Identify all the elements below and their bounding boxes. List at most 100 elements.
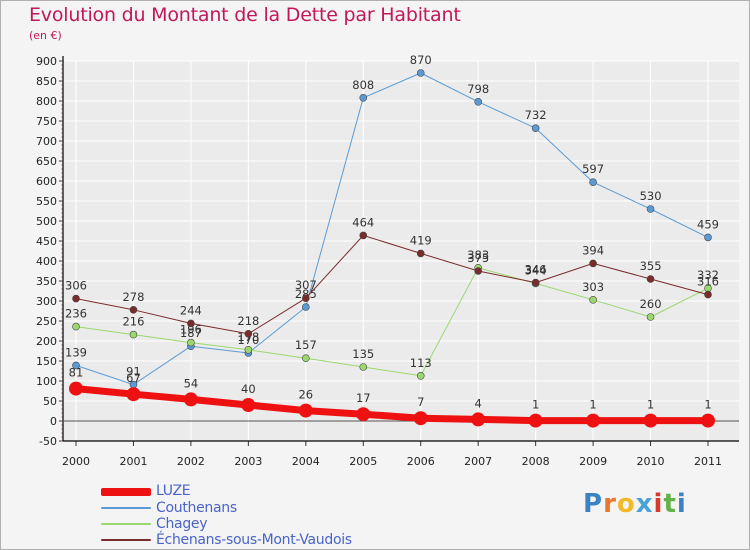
logo-letter: i (653, 489, 664, 519)
data-point-chagey (72, 322, 80, 331)
chart-title: Evolution du Montant de la Dette par Hab… (29, 4, 461, 26)
series-line-chenans-sous-mont-vaudois (75, 234, 709, 335)
data-point-chenans-sous-mont-vaudois (589, 259, 597, 268)
data-point-chagey (359, 363, 368, 371)
data-label-couthenans: 91 (126, 365, 141, 379)
data-point-luze (298, 403, 313, 418)
x-tick-label: 2000 (62, 455, 90, 468)
proxiti-logo: Proxiti (583, 489, 687, 519)
data-label-chenans-sous-mont-vaudois: 306 (65, 279, 87, 293)
y-tick-label: 550 (36, 195, 57, 208)
data-label-luze: 4 (475, 396, 482, 410)
y-tick-label: 750 (36, 115, 57, 128)
data-label-luze: 1 (589, 398, 596, 412)
data-label-chagey: 236 (65, 307, 87, 321)
data-point-couthenans (646, 205, 655, 213)
data-label-couthenans: 285 (295, 287, 317, 301)
legend-swatch-luze (101, 488, 151, 496)
data-label-luze: 1 (704, 398, 711, 412)
legend-swatch-couthenans (101, 507, 151, 509)
y-tick-label: -50 (39, 435, 57, 448)
x-tick-label: 2003 (234, 455, 262, 468)
data-label-chagey: 303 (582, 280, 604, 294)
data-label-luze: 67 (126, 371, 141, 385)
data-point-couthenans (531, 124, 540, 132)
data-label-luze: 26 (298, 388, 313, 402)
y-tick-label: 0 (50, 415, 57, 428)
data-label-couthenans: 597 (582, 162, 604, 176)
legend-label-echenans: Échenans-sous-Mont-Vaudois (156, 532, 352, 548)
plot-area (63, 61, 739, 441)
data-point-luze (586, 413, 601, 428)
y-tick-label: 150 (36, 355, 57, 368)
data-point-chagey (589, 295, 597, 304)
data-label-chenans-sous-mont-vaudois: 419 (410, 233, 432, 247)
logo-letter: o (616, 489, 636, 519)
data-point-chenans-sous-mont-vaudois (531, 278, 540, 287)
data-point-luze (69, 381, 83, 396)
x-tick-label: 2010 (637, 455, 665, 468)
legend-item-luze: LUZE (101, 483, 401, 500)
logo-letter: i (676, 489, 687, 519)
y-tick-label: 250 (36, 315, 57, 328)
data-point-luze (413, 411, 428, 426)
x-tick-label: 2005 (349, 455, 377, 468)
data-point-chenans-sous-mont-vaudois (416, 249, 425, 258)
data-label-luze: 1 (647, 398, 654, 412)
data-label-chenans-sous-mont-vaudois: 464 (352, 215, 374, 229)
y-tick-label: 300 (36, 295, 57, 308)
data-point-luze (643, 413, 658, 428)
data-label-couthenans: 732 (525, 108, 547, 122)
data-label-couthenans: 139 (65, 345, 87, 359)
data-point-luze (126, 387, 141, 402)
data-label-chenans-sous-mont-vaudois: 244 (180, 303, 202, 317)
data-point-luze (356, 407, 371, 422)
x-tick-label: 2007 (464, 455, 492, 468)
data-label-chagey: 135 (352, 347, 374, 361)
y-tick-label: 850 (36, 75, 57, 88)
data-point-couthenans (474, 98, 482, 106)
x-tick-label: 2009 (579, 455, 607, 468)
logo-letter: P (583, 489, 604, 519)
logo-letter: r (603, 489, 617, 519)
data-label-chagey: 157 (295, 338, 317, 352)
data-label-luze: 17 (356, 391, 371, 405)
data-point-couthenans (589, 178, 597, 186)
legend-swatch-echenans (101, 539, 151, 541)
data-point-chagey (187, 338, 195, 347)
data-point-chenans-sous-mont-vaudois (187, 319, 195, 328)
data-label-luze: 7 (417, 395, 424, 409)
y-tick-label: 400 (36, 255, 57, 268)
data-label-luze: 54 (184, 376, 199, 390)
legend-label-chagey: Chagey (156, 516, 208, 532)
legend-item-chagey: Chagey (101, 516, 401, 533)
y-tick-label: 700 (36, 135, 57, 148)
data-label-chenans-sous-mont-vaudois: 346 (525, 263, 547, 277)
data-label-couthenans: 530 (640, 189, 662, 203)
y-tick-label: 650 (36, 155, 57, 168)
data-label-couthenans: 808 (352, 78, 374, 92)
data-point-chenans-sous-mont-vaudois (129, 305, 138, 314)
data-label-chenans-sous-mont-vaudois: 394 (582, 243, 604, 257)
y-tick-label: 600 (36, 175, 57, 188)
data-point-luze (241, 398, 256, 412)
data-point-chenans-sous-mont-vaudois (359, 231, 368, 240)
data-point-chenans-sous-mont-vaudois (244, 329, 253, 338)
y-tick-label: 900 (36, 55, 57, 68)
data-label-chenans-sous-mont-vaudois: 355 (640, 259, 662, 273)
series-line-luze (72, 385, 712, 425)
y-tick-label: 450 (36, 235, 57, 248)
y-tick-label: 100 (36, 375, 57, 388)
data-label-chagey: 260 (640, 297, 662, 311)
data-point-couthenans (704, 233, 712, 242)
data-point-luze (701, 413, 715, 428)
logo-letter: x (635, 489, 654, 519)
y-tick-label: 800 (36, 95, 57, 108)
data-point-chenans-sous-mont-vaudois (302, 294, 310, 303)
data-label-luze: 1 (532, 398, 539, 412)
data-label-chenans-sous-mont-vaudois: 307 (295, 278, 317, 292)
series-line-chagey (75, 267, 709, 377)
data-point-chenans-sous-mont-vaudois (704, 290, 712, 299)
